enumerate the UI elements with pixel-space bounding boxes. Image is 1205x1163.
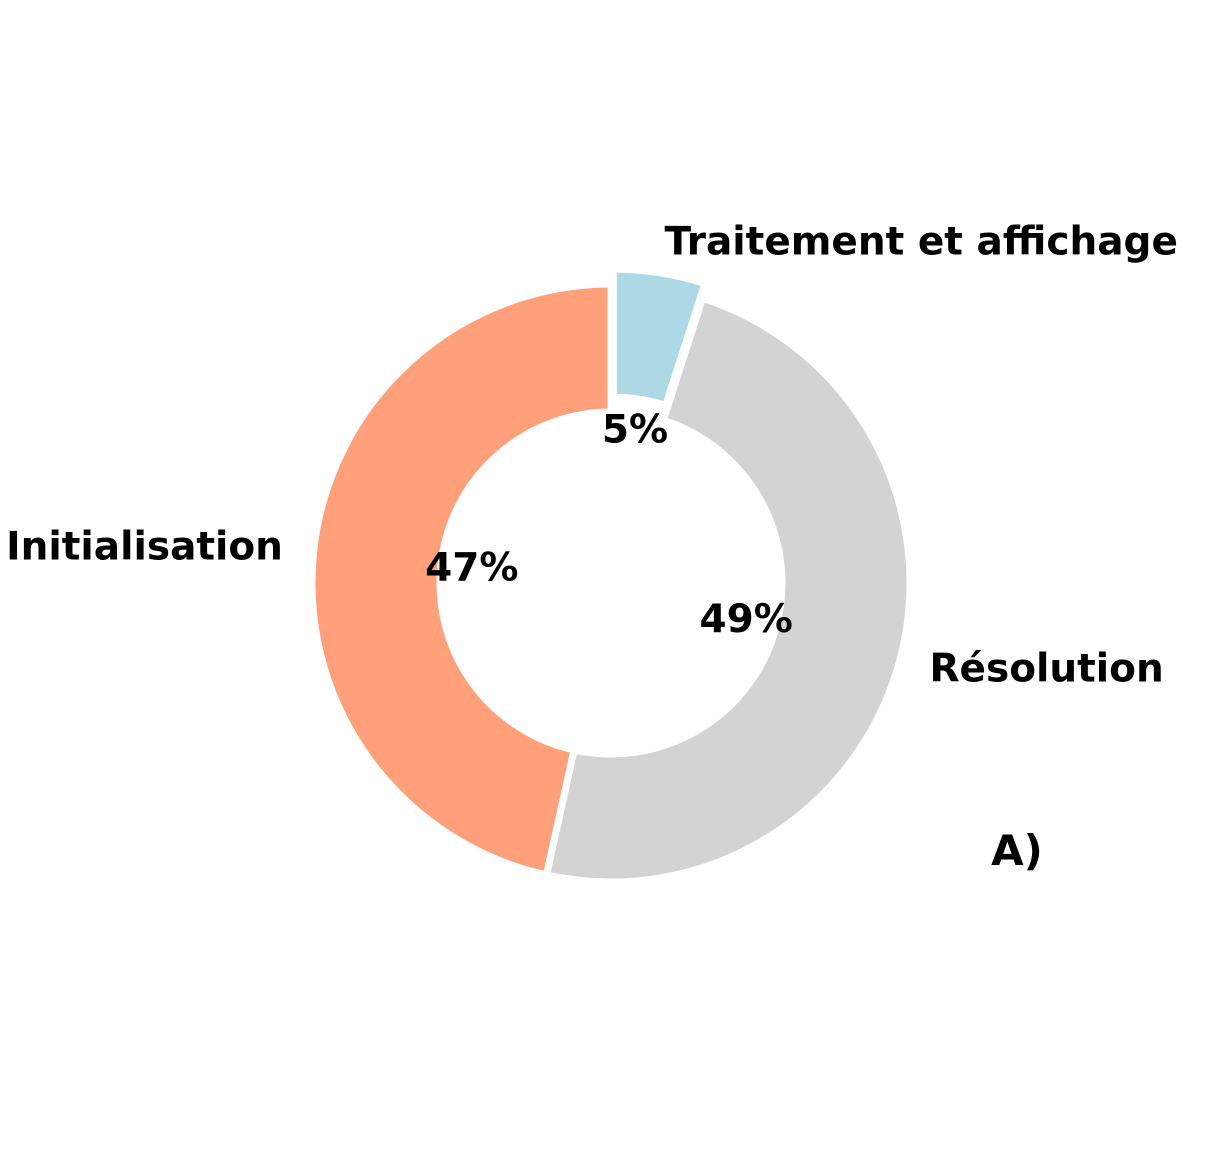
category-label-1: Résolution <box>930 647 1164 692</box>
donut-slices <box>312 269 910 882</box>
category-label-0: Traitement et affichage <box>664 220 1177 265</box>
category-label-2: Initialisation <box>6 525 283 570</box>
pct-label-0: 5% <box>602 407 668 452</box>
pct-label-1: 49% <box>699 597 792 642</box>
pct-label-2: 47% <box>425 545 518 590</box>
panel-label: A) <box>991 826 1043 875</box>
